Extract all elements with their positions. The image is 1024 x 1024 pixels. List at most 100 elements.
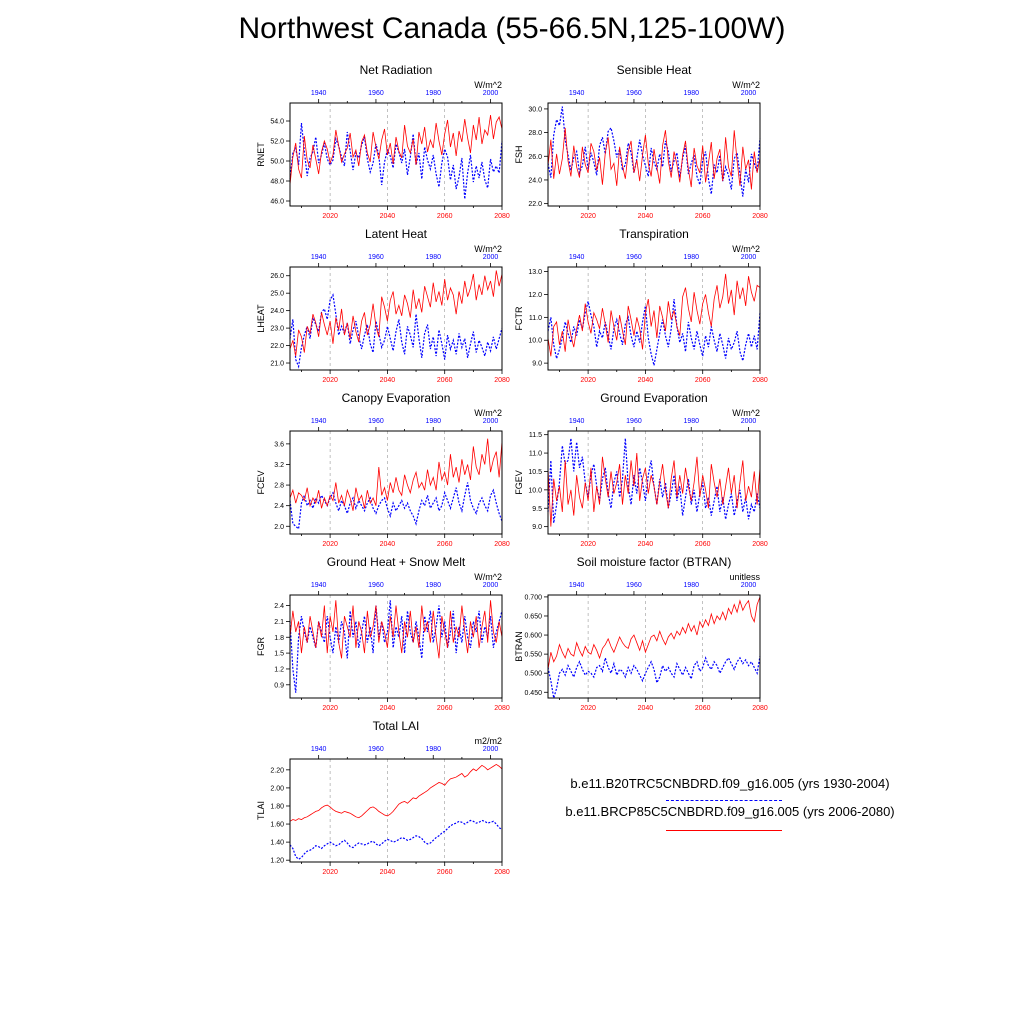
x-bottom-tick-label: 2040 [380, 377, 396, 384]
y-tick-label: 26.0 [270, 273, 284, 280]
y-tick-label: 11.0 [529, 315, 542, 322]
x-bottom-tick-label: 2040 [380, 213, 396, 220]
y-tick-label: 52.0 [270, 139, 284, 146]
y-tick-label: 0.650 [524, 613, 542, 620]
x-bottom-tick-label: 2080 [494, 541, 510, 548]
y-tick-label: 25.0 [270, 291, 284, 298]
series-line-future [289, 763, 503, 822]
x-bottom-tick-label: 2080 [752, 377, 768, 384]
y-tick-label: 50.0 [270, 159, 284, 166]
x-bottom-tick-label: 2060 [437, 377, 453, 384]
y-tick-label: 0.500 [524, 671, 542, 678]
y-axis-label: FGR [256, 637, 266, 656]
x-top-tick-label: 1980 [425, 418, 441, 425]
panel-title: Net Radiation [360, 63, 433, 77]
y-tick-label: 0.600 [524, 633, 542, 640]
x-top-tick-label: 1980 [425, 90, 441, 97]
x-bottom-tick-label: 2060 [437, 213, 453, 220]
y-tick-label: 0.550 [524, 652, 542, 659]
series-line-future [289, 114, 503, 186]
x-bottom-tick-label: 2020 [322, 869, 338, 876]
legend-entry-future: b.e11.BRCP85C5CNBDRD.f09_g16.005 (yrs 20… [530, 804, 930, 832]
x-top-tick-label: 1940 [569, 418, 585, 425]
x-top-tick-label: 1980 [683, 582, 699, 589]
x-bottom-tick-label: 2080 [494, 869, 510, 876]
x-bottom-tick-label: 2020 [322, 541, 338, 548]
x-top-tick-label: 1980 [683, 254, 699, 261]
y-axis-label: FSH [514, 146, 524, 164]
x-top-tick-label: 1940 [569, 254, 585, 261]
y-tick-label: 3.2 [274, 462, 284, 469]
plot-frame [547, 594, 761, 699]
panel-title: Canopy Evaporation [342, 391, 451, 405]
y-tick-label: 1.8 [274, 635, 284, 642]
panel-title: Total LAI [373, 719, 420, 733]
x-bottom-tick-label: 2080 [494, 377, 510, 384]
panel-units: W/m^2 [732, 80, 760, 90]
panel-title: Ground Heat + Snow Melt [327, 555, 466, 569]
x-top-tick-label: 2000 [483, 90, 499, 97]
x-top-tick-label: 1980 [683, 90, 699, 97]
y-tick-label: 1.40 [270, 840, 284, 847]
x-top-tick-label: 1960 [626, 90, 642, 97]
panel-units: W/m^2 [732, 408, 760, 418]
y-tick-label: 1.2 [274, 666, 284, 673]
x-top-tick-label: 1940 [311, 254, 327, 261]
x-bottom-tick-label: 2060 [437, 869, 453, 876]
x-bottom-tick-label: 2080 [752, 213, 768, 220]
y-tick-label: 9.0 [532, 524, 542, 531]
y-tick-label: 11.0 [529, 451, 542, 458]
x-bottom-tick-label: 2040 [638, 377, 654, 384]
series-line-historical [289, 819, 503, 861]
y-axis-label: TLAI [256, 801, 266, 820]
series-line-future [547, 453, 761, 527]
series-line-historical [289, 600, 503, 693]
y-tick-label: 24.0 [528, 177, 542, 184]
figure-title: Northwest Canada (55-66.5N,125-100W) [238, 12, 786, 45]
x-top-tick-label: 1940 [311, 582, 327, 589]
y-tick-label: 11.5 [529, 432, 542, 439]
y-tick-label: 1.80 [270, 803, 284, 810]
x-bottom-tick-label: 2040 [638, 541, 654, 548]
x-bottom-tick-label: 2060 [695, 377, 711, 384]
plot-frame [289, 594, 503, 699]
y-tick-label: 2.4 [274, 503, 284, 510]
panel-units: W/m^2 [474, 244, 502, 254]
panel-units: m2/m2 [474, 736, 502, 746]
x-top-tick-label: 2000 [483, 746, 499, 753]
y-tick-label: 24.0 [270, 308, 284, 315]
x-top-tick-label: 2000 [741, 418, 757, 425]
x-bottom-tick-label: 2040 [638, 213, 654, 220]
y-tick-label: 2.0 [274, 524, 284, 531]
y-axis-label: LHEAT [256, 304, 266, 333]
x-bottom-tick-label: 2020 [322, 213, 338, 220]
x-top-tick-label: 1940 [311, 90, 327, 97]
panel-units: W/m^2 [474, 80, 502, 90]
x-bottom-tick-label: 2080 [494, 213, 510, 220]
y-tick-label: 0.450 [524, 690, 542, 697]
plot-frame [289, 430, 503, 535]
plot-frame [547, 430, 761, 535]
chart-panel: Sensible Heat W/m^2 FSH 22.0 24.0 26.0 28.0 30.… [514, 63, 768, 220]
series-line-historical [289, 293, 503, 369]
x-top-tick-label: 2000 [483, 254, 499, 261]
legend-line-future [666, 830, 782, 831]
series-line-historical [289, 122, 503, 200]
x-bottom-tick-label: 2060 [695, 213, 711, 220]
plot-frame [289, 266, 503, 371]
x-top-tick-label: 2000 [483, 582, 499, 589]
y-tick-label: 0.9 [274, 682, 284, 689]
series-line-historical [547, 106, 761, 197]
x-bottom-tick-label: 2040 [380, 541, 396, 548]
x-bottom-tick-label: 2020 [580, 705, 596, 712]
y-tick-label: 23.0 [270, 326, 284, 333]
x-bottom-tick-label: 2040 [380, 869, 396, 876]
y-tick-label: 2.20 [270, 767, 284, 774]
x-top-tick-label: 1980 [425, 582, 441, 589]
y-tick-label: 9.0 [532, 361, 542, 368]
series-line-historical [547, 655, 761, 699]
series-line-future [547, 596, 761, 670]
series-line-future [289, 600, 503, 659]
panel-btran: Soil moisture factor (BTRAN) unitless BTRA… [514, 555, 768, 712]
panel-fgr: Ground Heat + Snow Melt W/m^2 FGR 0.9 1.2 1.5… [256, 555, 510, 712]
